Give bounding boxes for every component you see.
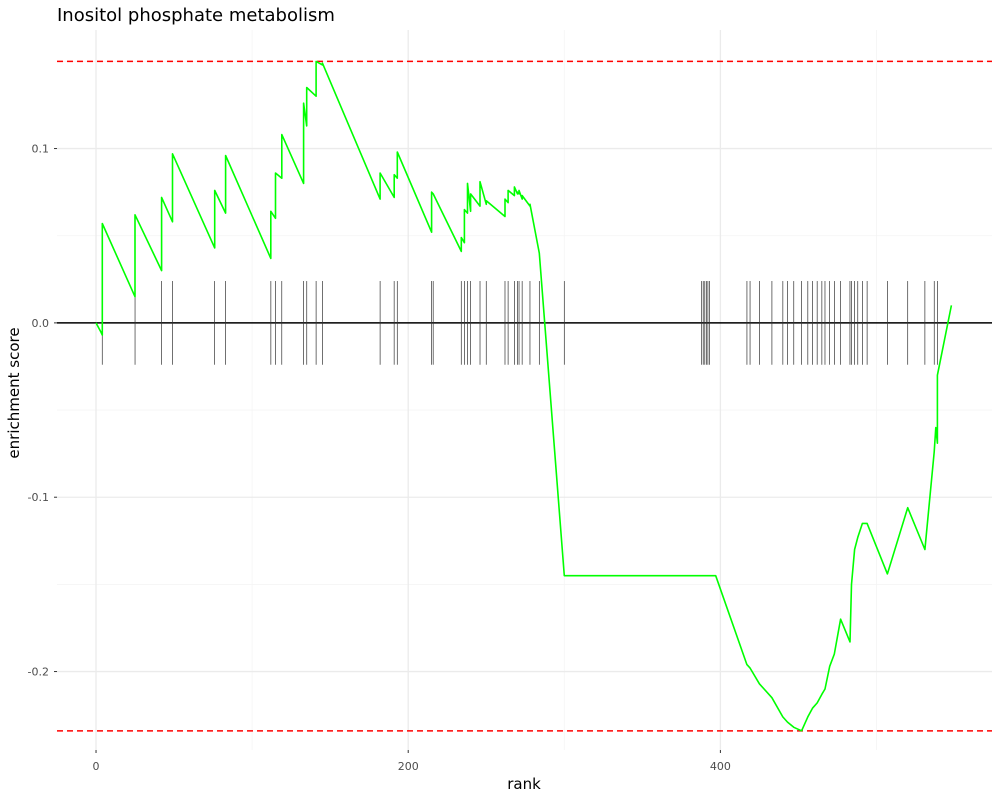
x-axis-title: rank xyxy=(507,775,541,793)
hit-ticks xyxy=(101,281,938,365)
chart-title: Inositol phosphate metabolism xyxy=(57,5,335,26)
grid xyxy=(57,30,992,750)
y-tick-label: -0.1 xyxy=(28,491,49,504)
enrichment-curve xyxy=(95,60,953,732)
x-tick-label: 200 xyxy=(398,760,419,773)
y-tick-label: -0.2 xyxy=(28,666,49,679)
y-tick-label: 0.1 xyxy=(32,143,50,156)
tick-labels: 0 200 400 0.1 0.0 -0.1 -0.2 xyxy=(28,143,731,773)
y-axis-title: enrichment score xyxy=(5,327,23,458)
curve-layer xyxy=(95,60,953,732)
x-tick-label: 0 xyxy=(93,760,100,773)
reference-lines xyxy=(57,60,992,732)
x-tick-label: 400 xyxy=(710,760,731,773)
y-tick-label: 0.0 xyxy=(32,317,50,330)
